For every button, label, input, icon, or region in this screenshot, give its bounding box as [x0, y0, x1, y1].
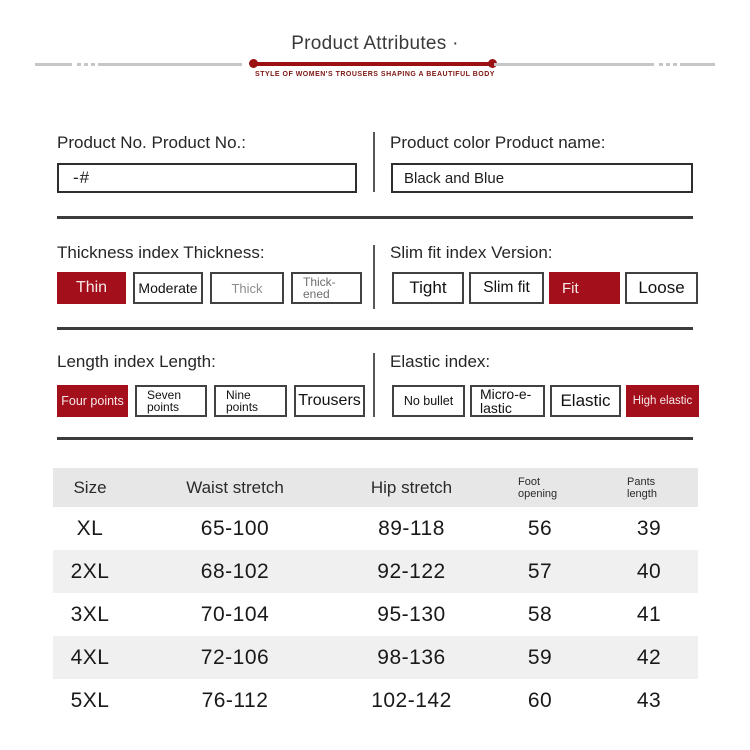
option-seven-line2: points [147, 400, 180, 414]
cell: XL [76, 516, 104, 540]
table-row-xl: XL 65-100 89-118 56 39 [53, 507, 698, 550]
ribbon-slogan: STYLE OF WOMEN'S TROUSERS SHAPING A BEAU… [255, 71, 495, 78]
col-foot-opening-text: Foot opening [518, 475, 558, 500]
option-nine-line1: Nine [226, 388, 251, 402]
col-foot-opening: Foot opening [480, 476, 600, 500]
option-thick[interactable]: Thick [210, 272, 284, 304]
cell: 89-118 [378, 516, 445, 540]
cell: 95-130 [377, 602, 446, 626]
cell: 65-100 [200, 516, 270, 540]
divider-line-right2 [680, 63, 715, 66]
col-hip-stretch: Hip stretch [370, 477, 453, 497]
size-table-header: Size Waist stretch Hip stretch Foot open… [53, 468, 698, 507]
product-no-input[interactable]: -# [57, 163, 357, 193]
divider-dot [84, 63, 88, 66]
cell: 40 [636, 559, 662, 583]
option-thickened-line2: ened [303, 287, 330, 301]
divider-dot [659, 63, 663, 66]
cell: 3XL [70, 602, 110, 626]
table-row-3xl: 3XL 70-104 95-130 58 41 [53, 593, 698, 636]
table-row-5xl: 5XL 76-112 102-142 60 43 [53, 679, 698, 722]
option-thickened[interactable]: Thick- ened [291, 272, 362, 304]
slimfit-options: Tight Slim fit Fit Loose [392, 272, 698, 304]
col-pants-length-text: Pants length [627, 475, 657, 500]
product-color-input[interactable]: Black and Blue [391, 163, 693, 193]
cell: 56 [527, 516, 553, 540]
cell: 4XL [70, 645, 110, 669]
vertical-divider [373, 353, 375, 417]
divider-dot [673, 63, 677, 66]
option-no-bullet[interactable]: No bullet [392, 385, 465, 417]
option-micro-elastic[interactable]: Micro-e- lastic [470, 385, 545, 417]
red-accent-line [249, 59, 497, 68]
page-title: Product Attributes · [291, 33, 459, 54]
divider-line-left2 [98, 63, 242, 66]
option-slim-fit[interactable]: Slim fit [469, 272, 544, 304]
col-size: Size [73, 477, 107, 497]
cell: 42 [636, 645, 662, 669]
cell: 98-136 [377, 645, 446, 669]
thickness-label: Thickness index Thickness: [57, 243, 265, 262]
option-nine-points[interactable]: Nine points [214, 385, 287, 417]
cell: 102-142 [371, 688, 452, 712]
elastic-options: No bullet Micro-e- lastic Elastic High e… [392, 385, 699, 417]
thickness-options: Thin Moderate Thick Thick- ened [57, 272, 362, 304]
product-no-value: -# [73, 168, 91, 187]
option-micro-line1: Micro-e- [480, 386, 532, 402]
col-waist-stretch: Waist stretch [186, 477, 284, 497]
vertical-divider [373, 245, 375, 309]
option-nine-line2: points [226, 400, 259, 414]
cell: 72-106 [200, 645, 270, 669]
option-thickened-line1: Thick- [303, 275, 336, 289]
product-color-label: Product color Product name: [390, 133, 606, 152]
length-options: Four points Seven points Nine points Tro… [57, 385, 365, 417]
cell: 68-102 [200, 559, 270, 583]
option-fit[interactable]: Fit [549, 272, 620, 304]
divider-line-right [494, 63, 654, 66]
product-color-value: Black and Blue [404, 169, 505, 187]
product-no-label: Product No. Product No.: [57, 133, 246, 152]
option-trousers[interactable]: Trousers [294, 385, 365, 417]
divider-dot [666, 63, 670, 66]
slimfit-label: Slim fit index Version: [390, 243, 553, 262]
table-row-4xl: 4XL 72-106 98-136 59 42 [53, 636, 698, 679]
option-moderate[interactable]: Moderate [133, 272, 203, 304]
vertical-divider [373, 132, 375, 192]
table-row-2xl: 2XL 68-102 92-122 57 40 [53, 550, 698, 593]
option-four-points[interactable]: Four points [57, 385, 128, 417]
divider-dot [77, 63, 81, 66]
size-table: Size Waist stretch Hip stretch Foot open… [53, 468, 698, 722]
option-seven-points[interactable]: Seven points [135, 385, 207, 417]
option-thin[interactable]: Thin [57, 272, 126, 304]
section-divider [57, 216, 693, 219]
cell: 39 [636, 516, 662, 540]
length-label: Length index Length: [57, 352, 216, 371]
option-tight[interactable]: Tight [392, 272, 464, 304]
section-divider [57, 327, 693, 330]
col-pants-length: Pants length [600, 476, 698, 500]
option-loose[interactable]: Loose [625, 272, 698, 304]
cell: 2XL [70, 559, 110, 583]
option-micro-line2: lastic [480, 400, 512, 416]
cell: 70-104 [200, 602, 270, 626]
divider-dot [91, 63, 95, 66]
option-seven-line1: Seven [147, 388, 182, 402]
cell: 57 [527, 559, 553, 583]
cell: 76-112 [201, 688, 269, 712]
cell: 5XL [70, 688, 110, 712]
cell: 43 [636, 688, 662, 712]
cell: 41 [636, 602, 662, 626]
cell: 60 [527, 688, 553, 712]
option-high-elastic[interactable]: High elastic [626, 385, 699, 417]
cell: 58 [527, 602, 553, 626]
cell: 59 [527, 645, 553, 669]
section-divider [57, 437, 693, 440]
elastic-label: Elastic index: [390, 352, 491, 371]
cell: 92-122 [377, 559, 446, 583]
divider-line-left [35, 63, 72, 66]
option-elastic[interactable]: Elastic [550, 385, 621, 417]
